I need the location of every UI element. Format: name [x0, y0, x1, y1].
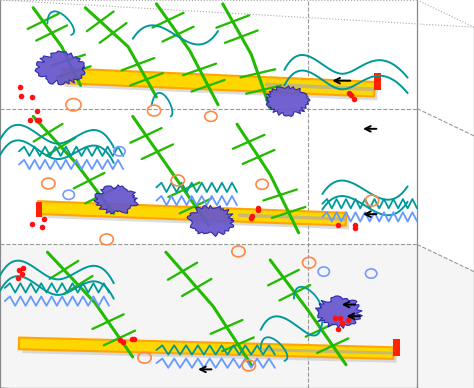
Point: [18, 271, 26, 277]
Point: [345, 317, 352, 324]
Point: [39, 224, 46, 230]
Point: [351, 222, 359, 228]
Point: [26, 117, 34, 123]
Point: [28, 221, 36, 227]
Point: [33, 108, 41, 114]
Polygon shape: [64, 72, 378, 100]
Bar: [393, 339, 400, 356]
Point: [254, 205, 262, 211]
Point: [116, 337, 124, 343]
Bar: [36, 202, 42, 217]
Polygon shape: [19, 338, 393, 359]
Point: [334, 326, 342, 332]
Point: [128, 336, 136, 342]
Point: [337, 315, 344, 322]
Point: [16, 84, 24, 90]
Polygon shape: [41, 205, 350, 229]
Point: [36, 116, 43, 123]
Bar: [374, 73, 381, 90]
Polygon shape: [238, 213, 346, 221]
Point: [338, 320, 346, 326]
Point: [19, 265, 27, 271]
Polygon shape: [262, 348, 393, 355]
Polygon shape: [187, 205, 234, 237]
Point: [130, 336, 137, 343]
Polygon shape: [22, 341, 397, 363]
Point: [119, 339, 127, 345]
Polygon shape: [61, 68, 375, 97]
Point: [347, 92, 355, 98]
Point: [247, 215, 255, 221]
Polygon shape: [266, 86, 310, 116]
Point: [351, 225, 359, 231]
Point: [335, 222, 342, 228]
Point: [248, 213, 256, 219]
Point: [255, 207, 262, 213]
Point: [17, 92, 25, 99]
Polygon shape: [265, 83, 374, 91]
Point: [28, 94, 36, 100]
Point: [331, 315, 338, 321]
Point: [16, 267, 23, 274]
Polygon shape: [94, 185, 138, 214]
Polygon shape: [0, 244, 474, 388]
Polygon shape: [315, 296, 363, 328]
Point: [40, 216, 48, 222]
Polygon shape: [37, 201, 346, 225]
Point: [14, 275, 22, 281]
Point: [350, 96, 357, 102]
Point: [346, 90, 353, 96]
Polygon shape: [35, 51, 85, 85]
Point: [33, 117, 41, 123]
